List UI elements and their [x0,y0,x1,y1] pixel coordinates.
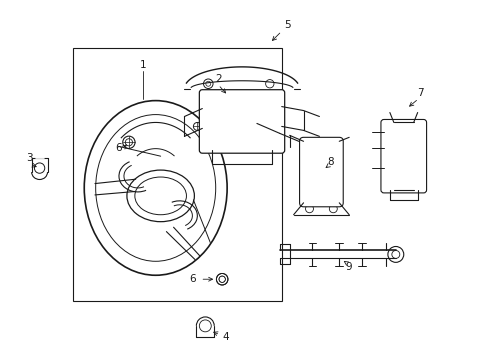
FancyBboxPatch shape [380,120,426,193]
Text: 8: 8 [326,157,333,167]
FancyBboxPatch shape [199,90,284,153]
Text: 1: 1 [139,60,146,70]
Text: 2: 2 [214,74,221,84]
Text: 6: 6 [116,143,122,153]
Bar [73,48,281,301]
FancyBboxPatch shape [299,137,343,207]
Text: 9: 9 [345,262,352,272]
Text: 3: 3 [26,153,33,163]
Text: 7: 7 [416,88,423,98]
Text: 4: 4 [222,332,228,342]
Text: 5: 5 [284,20,290,30]
Text: 6: 6 [189,274,195,284]
